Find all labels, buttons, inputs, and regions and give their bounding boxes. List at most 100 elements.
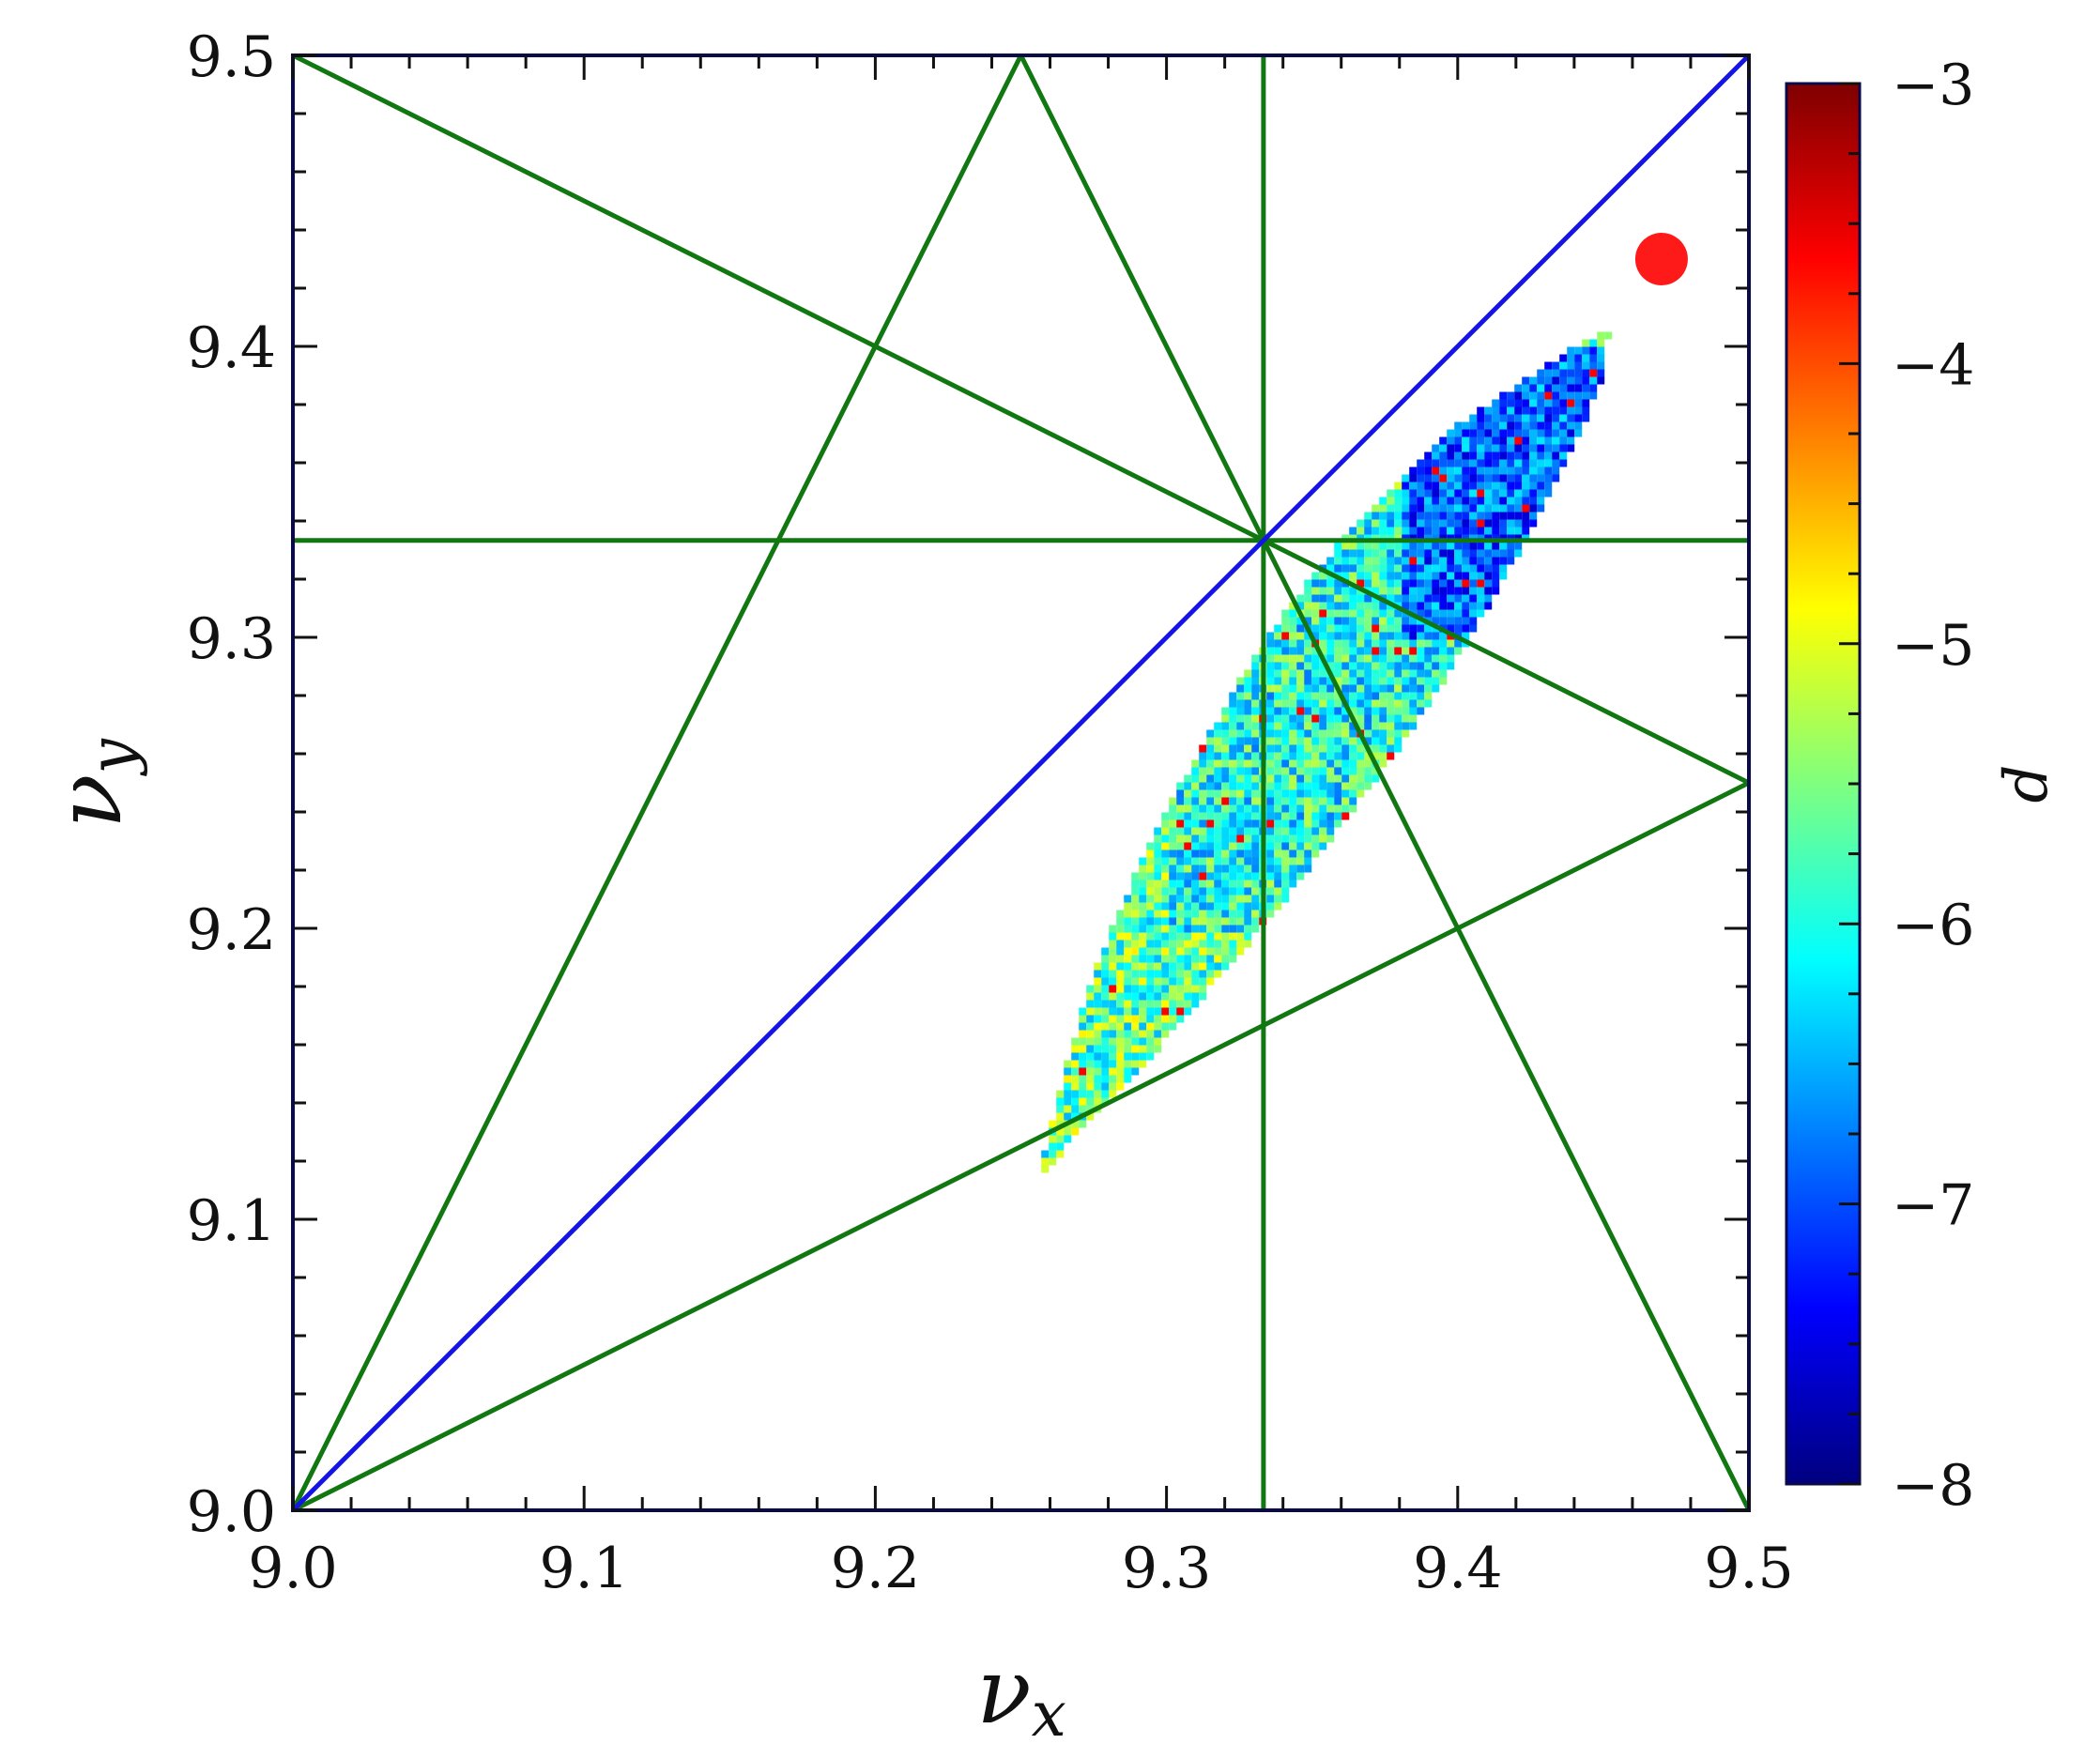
footprint-cell (1266, 910, 1275, 918)
footprint-cell (1311, 729, 1320, 738)
footprint-cell (1101, 1097, 1110, 1106)
footprint-cell (1086, 1000, 1095, 1008)
y-axis-label-main: ν (37, 773, 142, 828)
footprint-cell (1372, 729, 1380, 738)
footprint-cell (1161, 992, 1170, 1001)
footprint-cell (1251, 722, 1260, 730)
footprint-cell (1574, 369, 1583, 377)
footprint-cell (1176, 917, 1185, 926)
footprint-cell (1086, 1060, 1095, 1068)
footprint-cell (1161, 819, 1170, 828)
footprint-cell (1244, 827, 1252, 835)
footprint-cell (1244, 752, 1252, 760)
footprint-cell (1206, 834, 1215, 843)
footprint-cell (1289, 759, 1297, 768)
footprint-cell (1326, 632, 1335, 640)
footprint-cell (1326, 834, 1335, 843)
footprint-cell (1236, 932, 1245, 941)
footprint-cell (1109, 932, 1117, 941)
footprint-cell (1161, 902, 1170, 910)
footprint-cell (1544, 482, 1553, 490)
footprint-cell (1326, 617, 1335, 625)
footprint-cell (1296, 617, 1305, 625)
footprint-cell (1552, 429, 1560, 437)
footprint-cell (1266, 834, 1275, 843)
footprint-cell (1146, 887, 1155, 895)
footprint-cell (1469, 527, 1478, 535)
footprint-cell (1146, 1037, 1155, 1046)
footprint-cell (1349, 737, 1357, 745)
footprint-cell (1402, 497, 1410, 505)
footprint-cell (1274, 639, 1282, 648)
footprint-cell (1244, 782, 1252, 790)
footprint-cell (1364, 527, 1372, 535)
footprint-cell (1364, 617, 1372, 625)
footprint-cell (1236, 857, 1245, 865)
footprint-cell (1311, 684, 1320, 693)
footprint-cell (1199, 902, 1207, 910)
footprint-cell (1357, 639, 1365, 648)
footprint-cell (1477, 549, 1485, 558)
footprint-cell (1379, 744, 1387, 753)
footprint-cell (1289, 684, 1297, 693)
footprint-cell (1311, 594, 1320, 603)
footprint-cell (1221, 812, 1230, 820)
footprint-cell (1372, 767, 1380, 775)
footprint-cell (1417, 474, 1425, 482)
footprint-cell (1199, 804, 1207, 813)
footprint-cell (1559, 391, 1568, 400)
footprint-cell (1447, 602, 1455, 610)
footprint-cell (1364, 647, 1372, 655)
footprint-cell (1176, 1015, 1185, 1023)
footprint-cell (1289, 767, 1297, 775)
footprint-cell (1094, 1007, 1102, 1016)
footprint-cell (1146, 895, 1155, 903)
footprint-cell (1364, 639, 1372, 648)
footprint-cell (1597, 369, 1605, 377)
footprint-cell (1589, 339, 1598, 347)
footprint-cell (1492, 549, 1500, 558)
footprint-cell (1131, 970, 1140, 978)
footprint-cell (1319, 737, 1327, 745)
footprint-cell (1432, 549, 1440, 558)
footprint-cell (1131, 1052, 1140, 1061)
footprint-cell (1424, 579, 1433, 588)
footprint-cell (1417, 669, 1425, 678)
footprint-cell (1462, 564, 1470, 573)
footprint-cell (1379, 737, 1387, 745)
footprint-cell (1304, 827, 1312, 835)
footprint-cell (1349, 729, 1357, 738)
footprint-cell (1379, 527, 1387, 535)
footprint-cell (1447, 429, 1455, 437)
footprint-cell (1492, 406, 1500, 415)
footprint-cell (1214, 962, 1222, 971)
footprint-cell (1567, 429, 1575, 437)
footprint-cell (1341, 744, 1350, 753)
footprint-cell (1229, 842, 1237, 850)
footprint-cell (1529, 474, 1538, 482)
footprint-cell (1206, 932, 1215, 941)
footprint-cell (1274, 729, 1282, 738)
footprint-cell (1499, 519, 1508, 528)
footprint-cell (1484, 436, 1493, 445)
footprint-cell (1387, 624, 1395, 633)
plot-area (291, 54, 1751, 1512)
footprint-cell (1372, 632, 1380, 640)
footprint-cell (1447, 647, 1455, 655)
footprint-cell (1146, 947, 1155, 956)
footprint-cell (1507, 399, 1515, 407)
footprint-cell (1357, 737, 1365, 745)
footprint-cell (1079, 1097, 1087, 1106)
footprint-cell (1507, 451, 1515, 460)
footprint-cell (1131, 880, 1140, 888)
footprint-cell (1447, 467, 1455, 475)
footprint-cell (1334, 542, 1342, 550)
footprint-cell (1176, 962, 1185, 971)
footprint-cell (1394, 624, 1403, 633)
footprint-cell (1417, 542, 1425, 550)
footprint-cell (1109, 1007, 1117, 1016)
footprint-cell (1191, 834, 1200, 843)
footprint-cell (1447, 504, 1455, 512)
footprint-cell (1184, 872, 1192, 880)
footprint-cell (1394, 722, 1403, 730)
